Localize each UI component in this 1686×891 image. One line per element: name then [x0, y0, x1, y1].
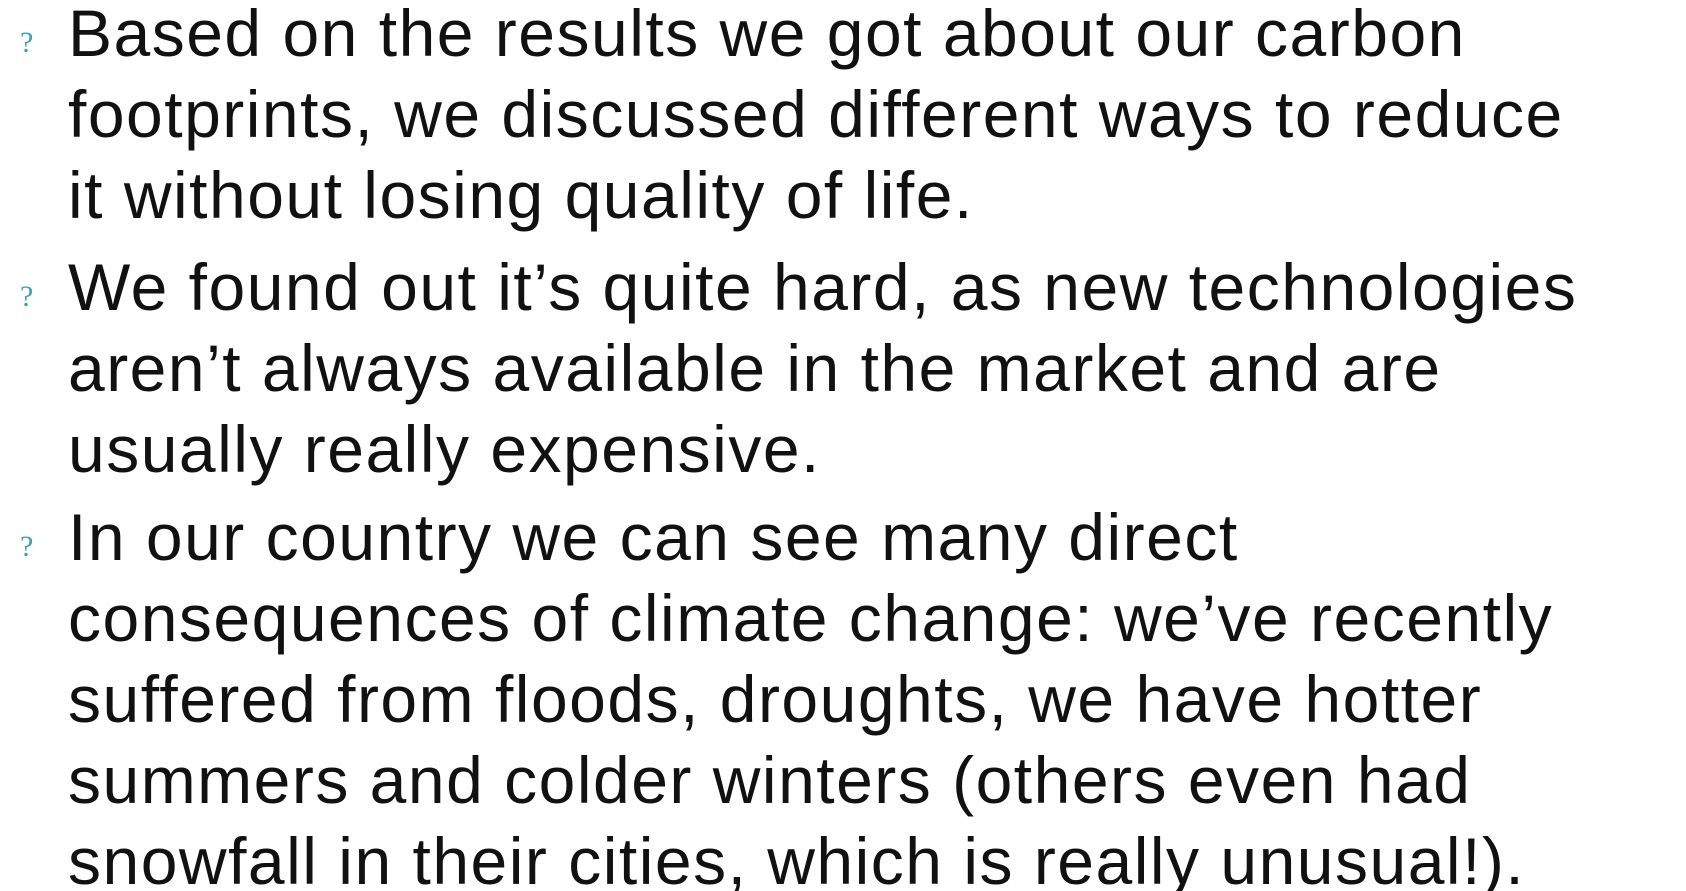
- bullet-text-line: consequences of climate change: we’ve re…: [68, 581, 1553, 655]
- bullet-text-line: snowfall in their cities, which is reall…: [68, 824, 1525, 891]
- bullet-text-line: suffered from floods, droughts, we have …: [68, 662, 1482, 736]
- bullet-text-line: footprints, we discussed different ways …: [68, 77, 1564, 151]
- bullet-text-line: summers and colder winters (others even …: [68, 743, 1471, 817]
- bullet-text-line: Based on the results we got about our ca…: [68, 0, 1466, 70]
- bullet-marker: ?: [20, 280, 33, 313]
- bullet-text-line: We found out it’s quite hard, as new tec…: [68, 250, 1577, 324]
- bullet-text-line: aren’t always available in the market an…: [68, 331, 1442, 405]
- bullet-marker: ?: [20, 530, 33, 563]
- bullet-text-line: In our country we can see many direct: [68, 500, 1239, 574]
- bullet-text-line: usually really expensive.: [68, 412, 821, 486]
- bullet-marker: ?: [20, 26, 33, 59]
- bullet-text-line: it without losing quality of life.: [68, 158, 974, 232]
